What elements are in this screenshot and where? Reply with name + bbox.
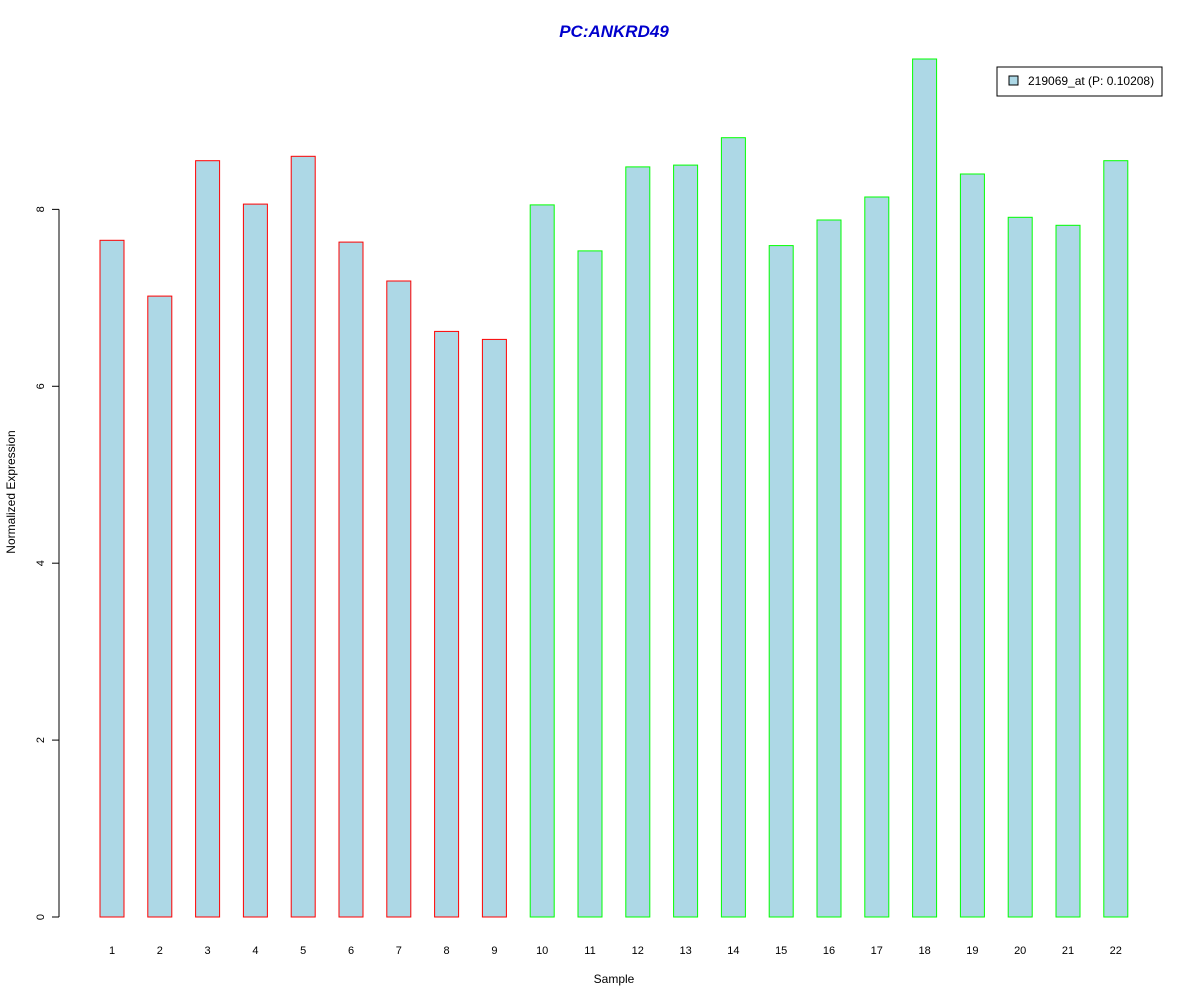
- x-tick-label: 3: [205, 945, 211, 957]
- bar-sample-18: [912, 58, 938, 918]
- bar-sample-8: [434, 330, 460, 918]
- y-axis-label: Normalized Expression: [4, 430, 18, 553]
- x-tick-label: 8: [444, 945, 450, 957]
- bar-sample-10: [529, 204, 555, 918]
- bar-sample-2: [147, 295, 173, 918]
- x-tick-label: 6: [348, 945, 354, 957]
- legend-box: [996, 66, 1163, 97]
- y-axis: 0 2 4 6 8: [35, 206, 60, 920]
- bar-sample-21: [1055, 224, 1081, 918]
- bar-sample-6: [338, 241, 364, 918]
- bar-sample-3: [195, 160, 221, 918]
- x-tick-label: 22: [1110, 945, 1122, 957]
- y-tick-label: 6: [35, 383, 47, 389]
- y-tick-label: 8: [35, 206, 47, 212]
- x-tick-label: 13: [679, 945, 691, 957]
- y-tick-label: 2: [35, 737, 47, 743]
- chart-title: PC:ANKRD49: [559, 22, 669, 41]
- bar-sample-20: [1007, 216, 1033, 918]
- x-tick-label: 9: [491, 945, 497, 957]
- x-tick-label: 20: [1014, 945, 1026, 957]
- bar-sample-13: [673, 164, 699, 918]
- x-tick-label: 4: [252, 945, 258, 957]
- legend: 219069_at (P: 0.10208): [996, 66, 1163, 97]
- x-tick-label: 21: [1062, 945, 1074, 957]
- x-tick-label: 12: [632, 945, 644, 957]
- bars-group: [99, 58, 1129, 918]
- bar-sample-19: [959, 173, 985, 918]
- x-tick-label: 1: [109, 945, 115, 957]
- x-tick-label: 11: [584, 945, 595, 957]
- bar-sample-7: [386, 280, 412, 918]
- legend-swatch: [1008, 75, 1019, 86]
- x-tick-label: 16: [823, 945, 835, 957]
- bar-sample-5: [290, 155, 316, 918]
- x-tick-label: 18: [918, 945, 930, 957]
- y-tick-label: 0: [35, 914, 47, 920]
- x-tick-label: 17: [871, 945, 883, 957]
- bar-sample-1: [99, 239, 125, 918]
- x-tick-label: 19: [966, 945, 978, 957]
- bar-sample-12: [625, 166, 651, 918]
- x-tick-label: 14: [727, 945, 739, 957]
- bar-sample-17: [864, 196, 890, 918]
- x-tick-labels: 1 2 3 4 5 6 7 8 9 10 11 12 13 14 15 16 17 18 19 20 21 22: [109, 945, 1122, 957]
- x-tick-label: 2: [157, 945, 163, 957]
- x-tick-label: 7: [396, 945, 402, 957]
- bar-sample-15: [768, 245, 794, 918]
- bar-sample-9: [481, 338, 507, 918]
- bar-sample-22: [1103, 160, 1129, 918]
- y-tick-label: 4: [35, 560, 47, 566]
- x-tick-label: 15: [775, 945, 787, 957]
- x-axis-label: Sample: [594, 972, 635, 986]
- legend-label: 219069_at (P: 0.10208): [1028, 74, 1154, 88]
- x-tick-label: 5: [300, 945, 306, 957]
- bar-sample-11: [577, 250, 603, 918]
- bar-sample-16: [816, 219, 842, 918]
- bar-sample-14: [720, 137, 746, 918]
- x-tick-label: 10: [536, 945, 548, 957]
- bar-sample-4: [242, 203, 268, 918]
